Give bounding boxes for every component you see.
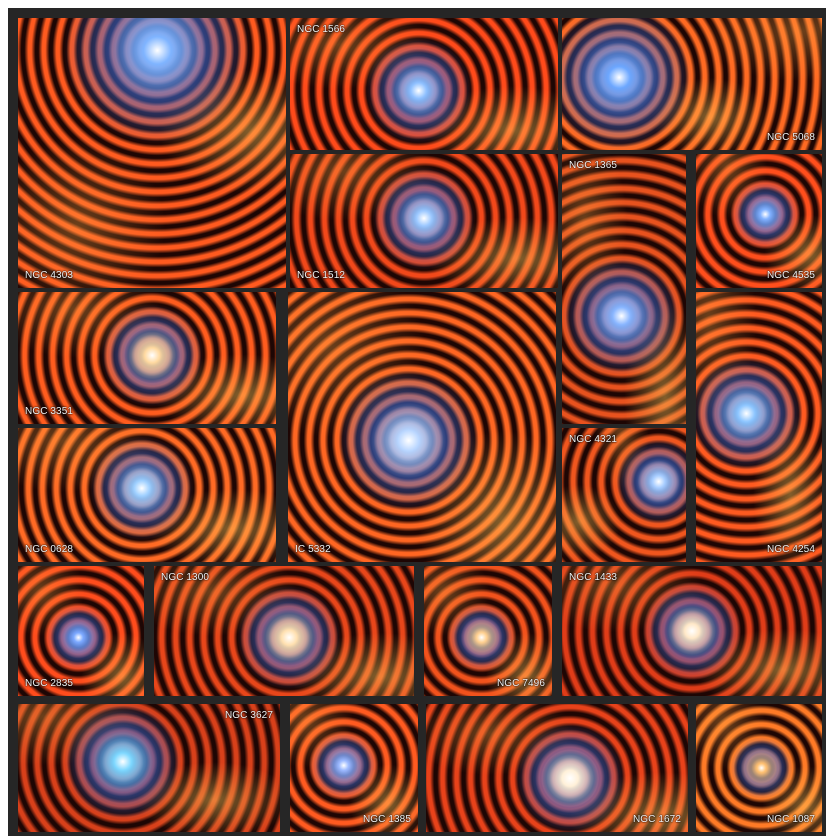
tile-ngc-5068: NGC 5068	[562, 18, 822, 150]
galaxy-image	[696, 154, 822, 288]
galaxy-image	[18, 428, 276, 562]
galaxy-image	[290, 18, 558, 150]
galaxy-label: NGC 4535	[766, 270, 815, 281]
galaxy-label: NGC 1300	[161, 572, 210, 583]
galaxy-image	[290, 154, 558, 288]
tile-ngc-1087: NGC 1087	[696, 704, 822, 832]
galaxy-image	[424, 566, 552, 696]
tile-ngc-1566: NGC 1566	[290, 18, 558, 150]
tile-ngc-4321: NGC 4321	[562, 428, 686, 562]
tile-ngc-2835: NGC 2835	[18, 566, 144, 696]
galaxy-label: NGC 3351	[25, 406, 74, 417]
galaxy-label: IC 5332	[295, 544, 331, 555]
tile-ngc-3351: NGC 3351	[18, 292, 276, 424]
tile-ngc-4254: NGC 4254	[696, 292, 822, 562]
galaxy-label: NGC 0628	[25, 544, 74, 555]
tile-ngc-4535: NGC 4535	[696, 154, 822, 288]
galaxy-label: NGC 4303	[25, 270, 74, 281]
galaxy-label: NGC 1365	[569, 160, 618, 171]
galaxy-label: NGC 2835	[25, 678, 74, 689]
galaxy-label: NGC 5068	[766, 132, 815, 143]
galaxy-image	[290, 704, 418, 832]
galaxy-label: NGC 1385	[362, 814, 411, 825]
galaxy-label: NGC 4254	[766, 544, 815, 555]
tile-ngc-1300: NGC 1300	[154, 566, 414, 696]
galaxy-image	[18, 292, 276, 424]
galaxy-label: NGC 7496	[496, 678, 545, 689]
tile-ngc-7496: NGC 7496	[424, 566, 552, 696]
galaxy-image	[288, 292, 556, 562]
galaxy-image	[562, 18, 822, 150]
galaxy-label: NGC 4321	[569, 434, 618, 445]
galaxy-image	[18, 704, 280, 832]
tile-ngc-1365: NGC 1365	[562, 154, 686, 424]
tile-ngc-4303: NGC 4303	[18, 18, 286, 288]
galaxy-mosaic: NGC 4303 NGC 1566 NGC 5068 NGC 1512 NGC …	[8, 8, 826, 836]
galaxy-label: NGC 1512	[297, 270, 346, 281]
tile-ngc-1385: NGC 1385	[290, 704, 418, 832]
galaxy-label: NGC 1566	[297, 24, 346, 35]
tile-ic-5332: IC 5332	[288, 292, 556, 562]
galaxy-image	[696, 292, 822, 562]
galaxy-image	[18, 18, 286, 288]
galaxy-label: NGC 1433	[569, 572, 618, 583]
galaxy-image	[562, 566, 822, 696]
galaxy-image	[562, 428, 686, 562]
tile-ngc-1433: NGC 1433	[562, 566, 822, 696]
galaxy-image	[426, 704, 688, 832]
tile-ngc-1512: NGC 1512	[290, 154, 558, 288]
galaxy-image	[696, 704, 822, 832]
tile-ngc-1672: NGC 1672	[426, 704, 688, 832]
tile-ngc-0628: NGC 0628	[18, 428, 276, 562]
galaxy-label: NGC 1087	[766, 814, 815, 825]
tile-ngc-3627: NGC 3627	[18, 704, 280, 832]
galaxy-image	[18, 566, 144, 696]
galaxy-image	[562, 154, 686, 424]
galaxy-label: NGC 1672	[632, 814, 681, 825]
galaxy-image	[154, 566, 414, 696]
galaxy-label: NGC 3627	[224, 710, 273, 721]
